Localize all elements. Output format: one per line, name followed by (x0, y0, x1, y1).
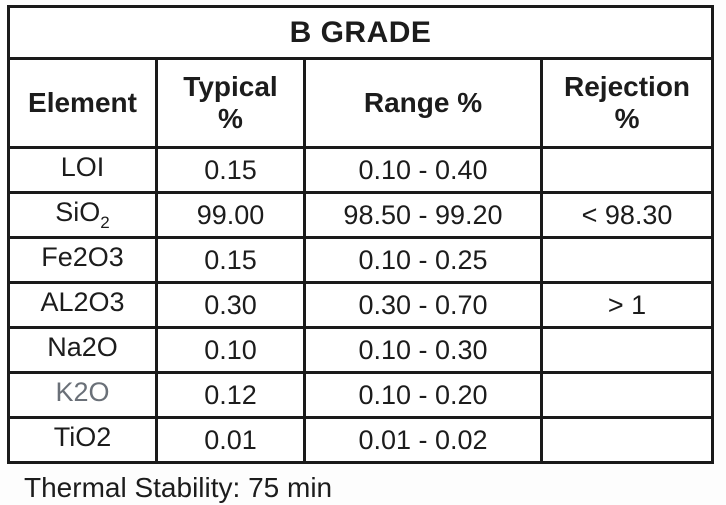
cell-range: 98.50 - 99.20 (303, 191, 543, 239)
column-header-label: % (614, 103, 640, 134)
cell-range: 0.30 - 0.70 (303, 281, 543, 329)
cell-rejection: > 1 (539, 281, 715, 329)
column-header-label: Element (28, 86, 137, 118)
table-row: Na2O 0.10 0.10 - 0.30 (7, 326, 715, 374)
cell-rejection (539, 236, 715, 284)
cell-element: SiO2 (7, 191, 158, 239)
column-header-label: Typical (183, 70, 278, 102)
element-label: LOI (60, 152, 105, 182)
cell-element: Na2O (7, 326, 158, 374)
element-subscript: 2 (100, 213, 110, 232)
table-row: K2O 0.12 0.10 - 0.20 (7, 371, 715, 419)
element-label: SiO (55, 197, 101, 227)
column-header-range: Range % (303, 57, 543, 149)
cell-rejection (539, 371, 715, 419)
cell-typical: 0.15 (155, 146, 306, 194)
cell-typical: 0.12 (155, 371, 306, 419)
table-row: TiO2 0.01 0.01 - 0.02 (7, 416, 715, 464)
cell-rejection (539, 416, 715, 464)
cell-range: 0.10 - 0.30 (303, 326, 543, 374)
cell-element: K2O (7, 371, 158, 419)
column-header-label: Rejection (564, 70, 691, 102)
cell-rejection (539, 146, 715, 194)
element-label: Na2O (47, 332, 118, 362)
table-row: SiO2 99.00 98.50 - 99.20 < 98.30 (7, 191, 715, 239)
table-title: B GRADE (6, 5, 715, 60)
header-row: Element Typical % Range % Rejection % (7, 57, 715, 149)
cell-element: LOI (7, 146, 158, 194)
cell-rejection (539, 326, 715, 374)
element-label: K2O (55, 377, 110, 407)
cell-range: 0.01 - 0.02 (303, 416, 543, 464)
column-header-label: Range % (363, 86, 483, 118)
table-row: Fe2O3 0.15 0.10 - 0.25 (7, 236, 715, 284)
element-label: TiO2 (53, 422, 112, 452)
cell-rejection: < 98.30 (539, 191, 715, 239)
cell-range: 0.10 - 0.25 (303, 236, 543, 284)
cell-typical: 0.01 (155, 416, 306, 464)
grade-spec-table: B GRADE Element Typical % Range % Reject… (6, 5, 715, 464)
element-label: Fe2O3 (41, 242, 124, 272)
column-header-typical: Typical % (155, 57, 306, 149)
column-header-element: Element (7, 57, 158, 149)
cell-typical: 99.00 (155, 191, 306, 239)
cell-typical: 0.10 (155, 326, 306, 374)
column-header-rejection: Rejection % (539, 57, 715, 149)
table-row: LOI 0.15 0.10 - 0.40 (7, 146, 715, 194)
column-header-label: % (218, 103, 243, 134)
cell-element: TiO2 (7, 416, 158, 464)
table-row: AL2O3 0.30 0.30 - 0.70 > 1 (7, 281, 715, 329)
cell-range: 0.10 - 0.20 (303, 371, 543, 419)
cell-typical: 0.15 (155, 236, 306, 284)
thermal-stability-note: Thermal Stability: 75 min (24, 472, 333, 503)
element-label: AL2O3 (40, 287, 125, 317)
title-row: B GRADE (6, 5, 715, 60)
cell-range: 0.10 - 0.40 (303, 146, 543, 194)
cell-typical: 0.30 (155, 281, 306, 329)
cell-element: AL2O3 (7, 281, 158, 329)
cell-element: Fe2O3 (7, 236, 158, 284)
